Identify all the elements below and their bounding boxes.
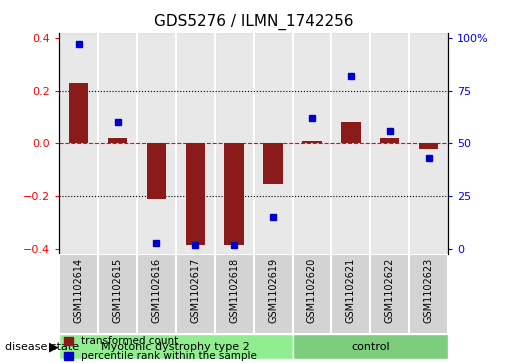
Bar — [147, 143, 166, 199]
Text: GSM1102623: GSM1102623 — [424, 258, 434, 323]
Text: GSM1102616: GSM1102616 — [151, 258, 161, 323]
Text: disease state: disease state — [5, 342, 79, 352]
Bar — [341, 122, 360, 143]
Bar — [253, 254, 293, 334]
Bar — [59, 254, 98, 334]
Bar — [59, 334, 293, 359]
Text: ▶: ▶ — [49, 340, 59, 353]
Bar — [332, 254, 370, 334]
Text: GSM1102621: GSM1102621 — [346, 258, 356, 323]
Text: GSM1102618: GSM1102618 — [229, 258, 239, 323]
Bar — [108, 138, 127, 143]
Bar — [176, 254, 215, 334]
Title: GDS5276 / ILMN_1742256: GDS5276 / ILMN_1742256 — [154, 14, 353, 30]
Bar — [69, 83, 89, 143]
Bar — [302, 141, 322, 143]
Bar — [370, 33, 409, 254]
Bar — [176, 33, 215, 254]
Legend: transformed count, percentile rank within the sample: transformed count, percentile rank withi… — [64, 336, 257, 362]
Text: GSM1102619: GSM1102619 — [268, 258, 278, 323]
Bar — [419, 143, 438, 149]
Text: GSM1102620: GSM1102620 — [307, 258, 317, 323]
Bar — [98, 33, 137, 254]
Bar — [293, 254, 332, 334]
Bar — [137, 33, 176, 254]
Text: GSM1102615: GSM1102615 — [113, 258, 123, 323]
Bar — [331, 33, 370, 254]
Bar — [59, 33, 98, 254]
Text: GSM1102617: GSM1102617 — [191, 258, 200, 323]
Bar — [253, 33, 293, 254]
Bar — [137, 254, 176, 334]
Bar — [293, 33, 332, 254]
Bar — [380, 138, 400, 143]
Bar — [225, 143, 244, 245]
Bar — [263, 143, 283, 184]
Bar — [293, 334, 448, 359]
Text: Myotonic dystrophy type 2: Myotonic dystrophy type 2 — [101, 342, 250, 352]
Bar — [409, 254, 448, 334]
Bar — [215, 33, 253, 254]
Bar — [370, 254, 409, 334]
Bar — [215, 254, 253, 334]
Bar — [185, 143, 205, 245]
Text: GSM1102614: GSM1102614 — [74, 258, 83, 323]
Bar — [409, 33, 448, 254]
Text: control: control — [351, 342, 389, 352]
Bar — [98, 254, 137, 334]
Text: GSM1102622: GSM1102622 — [385, 258, 394, 323]
